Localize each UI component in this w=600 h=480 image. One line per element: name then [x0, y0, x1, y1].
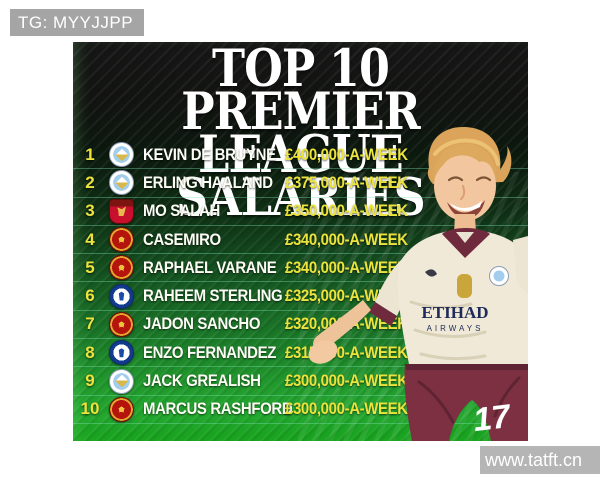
table-row: 4 CASEMIRO £340,000-A-WEEK — [73, 226, 528, 255]
salary-poster: TOP 10 PREMIER LEAGUE SALARIES 1 KEVIN D… — [73, 42, 528, 441]
salary-value: £375,000-A-WEEK — [285, 172, 408, 192]
table-row: 5 RAPHAEL VARANE £340,000-A-WEEK — [73, 254, 528, 283]
poster-title-line1: TOP 10 PREMIER — [181, 42, 420, 142]
player-name: RAHEEM STERLING — [143, 286, 283, 306]
watermark-website: www.tatft.cn — [480, 446, 600, 474]
table-row: 3 MO SALAH £350,000-A-WEEK — [73, 198, 528, 226]
table-row: 6 RAHEEM STERLING £325,000-A-WEEK — [73, 282, 528, 311]
player-name: MARCUS RASHFORD — [143, 399, 293, 419]
club-badge-chelsea-icon — [109, 283, 134, 309]
poster-title: TOP 10 PREMIER LEAGUE SALARIES — [103, 42, 499, 228]
rank-label: 7 — [85, 314, 95, 334]
player-name: MO SALAH — [143, 201, 220, 221]
shirt-sponsor-subtext: AIRWAYS — [427, 324, 484, 333]
club-badge-liverpool-icon — [109, 198, 134, 224]
player-name: JACK GREALISH — [143, 371, 261, 391]
rank-label: 9 — [85, 371, 95, 391]
club-badge-manchester-united-icon — [109, 396, 134, 422]
player-name: JADON SANCHO — [143, 314, 261, 334]
poster-title-line2: LEAGUE SALARIES — [176, 125, 425, 228]
watermark-telegram: TG: MYYJJPP — [10, 9, 144, 36]
salary-value: £340,000-A-WEEK — [285, 229, 408, 249]
club-badge-manchester-united-icon — [109, 255, 134, 281]
table-row: 2 ERLING HAALAND £375,000-A-WEEK — [73, 169, 528, 198]
club-badge-manchester-united-icon — [109, 311, 134, 337]
player-name: CASEMIRO — [143, 229, 221, 249]
club-badge-chelsea-icon — [109, 340, 134, 366]
rank-label: 5 — [85, 257, 95, 277]
table-row: 9 JACK GREALISH £300,000-A-WEEK — [73, 367, 528, 396]
club-badge-manchester-city-icon — [109, 142, 134, 168]
player-photo: ETIHAD AIRWAYS 17 — [308, 126, 528, 441]
watermark-telegram-label: TG: MYYJJPP — [18, 12, 134, 32]
salary-value: £300,000-A-WEEK — [285, 371, 408, 391]
table-row: 1 KEVIN DE BRUYNE £400,000-A-WEEK — [73, 141, 528, 170]
table-row: 10 MARCUS RASHFORD £300,000-A-WEEK — [73, 396, 528, 424]
rank-label: 4 — [85, 229, 95, 249]
salary-value: £350,000-A-WEEK — [285, 201, 408, 221]
shorts-number: 17 — [471, 397, 514, 438]
club-badge-manchester-united-icon — [109, 227, 134, 253]
rank-label: 1 — [85, 144, 95, 164]
salary-value: £340,000-A-WEEK — [285, 257, 408, 277]
player-name: ERLING HAALAND — [143, 172, 273, 192]
player-name: RAPHAEL VARANE — [143, 257, 277, 277]
rank-label: 2 — [85, 172, 95, 192]
club-badge-manchester-city-icon — [109, 170, 134, 196]
player-name: KEVIN DE BRUYNE — [143, 144, 276, 164]
club-badge-manchester-city-icon — [109, 368, 134, 394]
rank-label: 3 — [85, 201, 95, 221]
rank-label: 6 — [85, 286, 95, 306]
watermark-website-label: www.tatft.cn — [485, 449, 583, 470]
player-name: ENZO FERNANDEZ — [143, 342, 277, 362]
rank-label: 10 — [80, 399, 100, 419]
salary-value: £400,000-A-WEEK — [285, 144, 408, 164]
shirt-sponsor-text: ETIHAD — [421, 303, 488, 322]
salary-value: £300,000-A-WEEK — [285, 399, 408, 419]
rank-label: 8 — [85, 342, 95, 362]
